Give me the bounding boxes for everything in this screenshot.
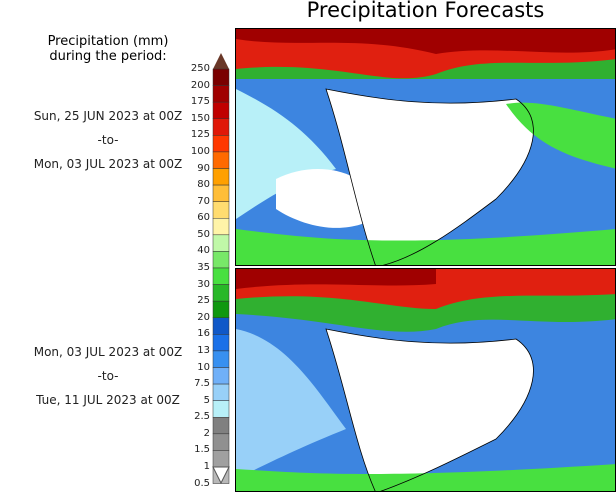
colorbar-tick-label: 1.5 bbox=[194, 444, 210, 456]
colorbar-box bbox=[212, 284, 230, 302]
colorbar-box bbox=[212, 251, 230, 269]
colorbar-box bbox=[212, 417, 230, 435]
colorbar-box bbox=[212, 350, 230, 368]
colorbar-tick-label: 200 bbox=[190, 79, 210, 91]
period-start: Sun, 25 JUN 2023 at 00Z bbox=[33, 109, 183, 123]
legend-title-line: Precipitation (mm) bbox=[47, 34, 169, 49]
colorbar-tick-label: 250 bbox=[190, 63, 210, 74]
map-image bbox=[236, 29, 615, 265]
period-sep: -to- bbox=[97, 369, 119, 383]
colorbar-tick-label: 2 bbox=[203, 427, 210, 439]
period-start: Mon, 03 JUL 2023 at 00Z bbox=[33, 345, 183, 359]
legend-title-line: during the period: bbox=[49, 49, 167, 64]
colorbar-over-arrow bbox=[213, 53, 229, 69]
colorbar-tick-label: 150 bbox=[190, 112, 210, 124]
colorbar-box bbox=[212, 317, 230, 335]
colorbar-tick-label: 30 bbox=[197, 278, 210, 290]
colorbar-box bbox=[212, 218, 230, 236]
colorbar-box bbox=[212, 68, 230, 86]
colorbar-tick-label: 100 bbox=[190, 145, 210, 157]
period-2-label: Mon, 03 JUL 2023 at 00Z -to- Tue, 11 JUL… bbox=[0, 340, 216, 412]
colorbar-tick-label: 50 bbox=[197, 228, 210, 240]
colorbar-box bbox=[212, 168, 230, 186]
colorbar-tick-label: 25 bbox=[197, 295, 210, 307]
colorbar-box bbox=[212, 450, 230, 468]
colorbar-tick-label: 35 bbox=[197, 262, 210, 273]
period-end: Tue, 11 JUL 2023 at 00Z bbox=[36, 393, 180, 407]
forecast-map-period-1 bbox=[235, 28, 616, 266]
colorbar-tick-label: 40 bbox=[197, 245, 210, 257]
colorbar-tick-label: 60 bbox=[197, 212, 210, 224]
colorbar-tick-label: 80 bbox=[197, 179, 210, 191]
colorbar-box bbox=[212, 433, 230, 451]
colorbar-under-arrow bbox=[212, 466, 230, 485]
colorbar-tick-label: 10 bbox=[197, 361, 210, 373]
colorbar-box bbox=[212, 400, 230, 418]
colorbar-box bbox=[212, 151, 230, 169]
colorbar-box bbox=[212, 383, 230, 401]
colorbar-tick-label: 175 bbox=[190, 96, 210, 108]
colorbar-box bbox=[212, 85, 230, 103]
colorbar-box bbox=[212, 135, 230, 153]
colorbar-box bbox=[212, 234, 230, 252]
colorbar-tick-label: 7.5 bbox=[194, 378, 210, 390]
colorbar-box bbox=[212, 300, 230, 318]
colorbar-box bbox=[212, 334, 230, 352]
colorbar-tick-label: 1 bbox=[203, 461, 210, 472]
colorbar-tick-label: 125 bbox=[190, 129, 210, 141]
forecast-map-period-2 bbox=[235, 268, 616, 492]
colorbar-box bbox=[212, 118, 230, 136]
period-end: Mon, 03 JUL 2023 at 00Z bbox=[33, 157, 183, 171]
colorbar-tick-label: 13 bbox=[197, 344, 210, 356]
colorbar-tick-label: 70 bbox=[197, 195, 210, 207]
colorbar-tick-label: 0.5 bbox=[194, 477, 210, 489]
legend-title: Precipitation (mm) during the period: bbox=[0, 34, 216, 64]
page-title: Precipitation Forecasts bbox=[306, 0, 545, 22]
colorbar-box bbox=[212, 267, 230, 285]
period-sep: -to- bbox=[97, 133, 119, 147]
colorbar-box bbox=[212, 367, 230, 385]
colorbar-tick-label: 90 bbox=[197, 162, 210, 174]
colorbar-box bbox=[212, 184, 230, 202]
colorbar-tick-label: 20 bbox=[197, 311, 210, 323]
colorbar-tick-label: 16 bbox=[197, 328, 210, 340]
colorbar-box bbox=[212, 201, 230, 219]
map-image bbox=[236, 269, 615, 491]
period-1-label: Sun, 25 JUN 2023 at 00Z -to- Mon, 03 JUL… bbox=[0, 104, 216, 176]
colorbar-tick-label: 5 bbox=[203, 394, 210, 406]
colorbar-box bbox=[212, 101, 230, 119]
colorbar-tick-label: 2.5 bbox=[194, 411, 210, 423]
